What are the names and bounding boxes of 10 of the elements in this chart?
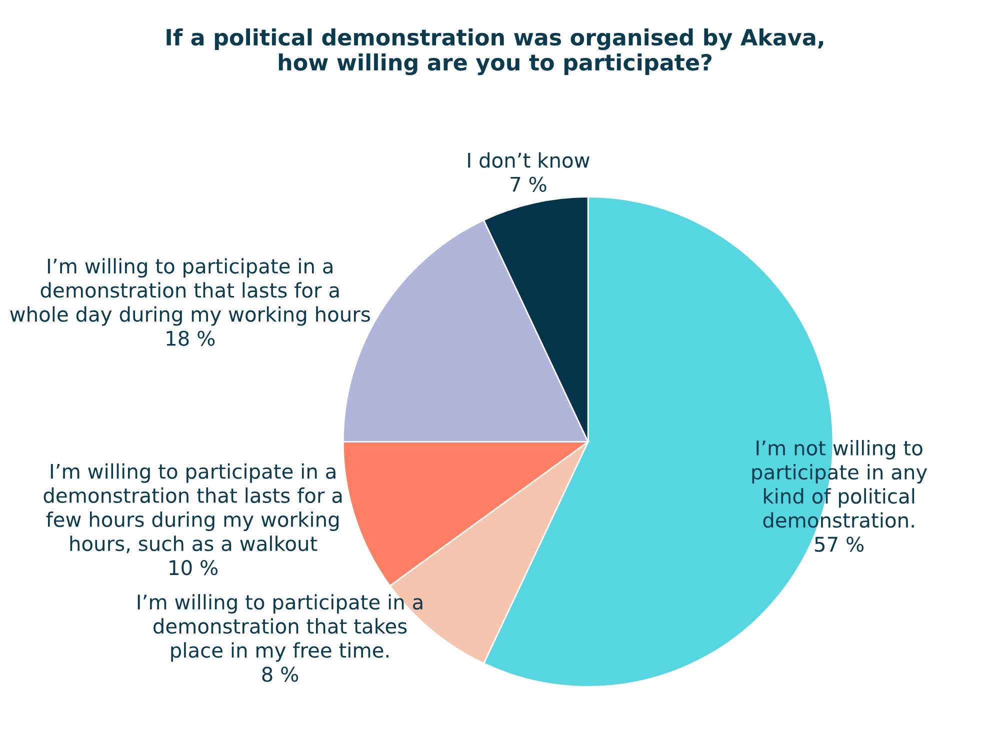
slice-label: I’m willing to participate in a demonstration that lasts for a whole day during my working hours xyxy=(10,258,370,326)
slice-label: I’m willing to participate in a demonstration that takes place in my free time. xyxy=(138,594,422,662)
data-label: 18 % xyxy=(166,330,215,346)
chart-title: If a political demonstration was organised by Akava, how willing are you to participate? xyxy=(166,28,824,76)
data-label: 57 % xyxy=(815,536,864,552)
data-label: 7 % xyxy=(510,176,546,192)
slice-label: I don’t know xyxy=(468,152,590,168)
data-label: 8 % xyxy=(262,666,298,682)
data-label: 10 % xyxy=(170,560,218,576)
slice-label: I’m willing to participate in a demonstration that lasts for a few hours during my working hours, such as a walkout xyxy=(44,463,342,554)
